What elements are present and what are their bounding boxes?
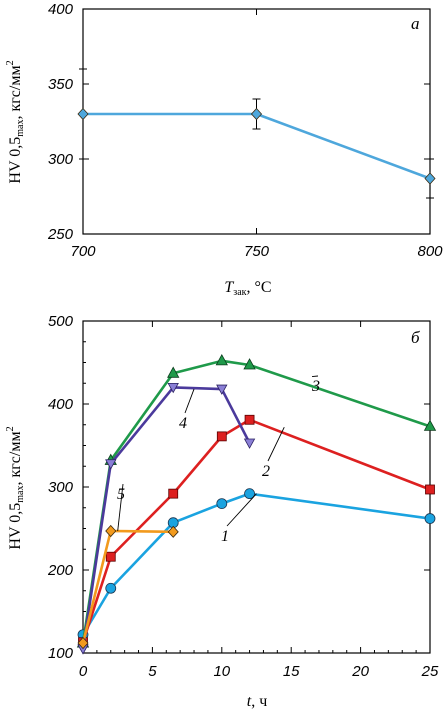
series-line-2: [81, 418, 431, 643]
panel-b-curve-labels: 1 2 3 4 5: [117, 375, 320, 545]
y-tick-label: 400: [48, 396, 74, 413]
x-tick-label: 5: [148, 663, 157, 680]
y-tick-label: 200: [47, 562, 74, 579]
data-point-triangle-up: [243, 358, 256, 370]
data-point-diamond: [77, 107, 89, 121]
x-tick-label: 0: [79, 663, 88, 680]
curve-label-3: 3: [311, 378, 320, 395]
data-point-diamond: [424, 172, 436, 185]
y-tick-label: 500: [48, 313, 74, 330]
panel-a-x-ticks: 700 750 800: [70, 9, 443, 260]
data-point-square: [216, 431, 227, 442]
panel-b-label: б: [411, 328, 420, 347]
data-point-diamond: [250, 107, 263, 121]
data-point-square: [168, 488, 179, 499]
curve-label-leader: [184, 388, 195, 414]
panel-b-plot-frame: [82, 320, 431, 654]
panel-b-x-ticks: 0 5 10 15 20 25: [79, 321, 439, 680]
data-point-diamond: [105, 524, 117, 538]
x-tick-label: 25: [421, 663, 439, 680]
data-point-circle: [424, 513, 436, 524]
curve-label-2: 2: [262, 463, 270, 480]
panel-b-series: [76, 354, 437, 655]
panel-a-chart: 250 300 350 400 700 750 800 а HV 0,5max, кгс/…: [5, 1, 443, 298]
panel-a-label: а: [411, 14, 420, 33]
data-point-triangle-down: [167, 382, 179, 394]
data-point-triangle-up: [167, 366, 180, 378]
data-point-triangle-up: [215, 354, 228, 366]
y-tick-label: 350: [48, 76, 74, 93]
series-line-3: [81, 359, 431, 644]
curve-label-leader: [226, 493, 257, 527]
panel-b-y-axis-label: HV 0,5max, кгс/мм2: [5, 426, 26, 549]
series-line-1: [81, 492, 431, 636]
data-point-circle: [244, 488, 255, 500]
x-tick-label: 20: [351, 663, 369, 680]
panel-b-y-ticks: 100 200 300 400 500: [47, 313, 430, 662]
x-tick-label: 700: [70, 243, 96, 260]
data-point-triangle-up: [423, 419, 437, 431]
curve-label-5: 5: [117, 486, 125, 503]
x-tick-label: 10: [213, 663, 230, 680]
panel-a-x-axis-label: Tзак, °C: [224, 279, 271, 298]
series-line-4: [81, 386, 251, 650]
data-point-triangle-down: [243, 438, 256, 449]
data-point-diamond: [77, 636, 89, 650]
data-point-triangle-down: [105, 459, 117, 470]
x-tick-label: 750: [244, 243, 270, 260]
data-point-square: [425, 484, 435, 495]
panel-a-y-axis-label: HV 0,5max, кгс/мм2: [5, 60, 26, 183]
curve-label-leader: [311, 375, 319, 378]
y-tick-label: 100: [48, 645, 74, 662]
x-tick-label: 800: [417, 243, 443, 260]
x-tick-label: 15: [283, 663, 300, 680]
panel-a-series: [77, 68, 436, 199]
panel-b-chart: 100 200 300 400 500 0 5 10 15 20 25 1 2 3 4 5 б HV 0,…: [5, 313, 439, 710]
panel-a-y-ticks: 250 300 350 400: [47, 1, 430, 243]
curve-label-4: 4: [179, 415, 187, 432]
data-point-square: [105, 551, 116, 562]
data-point-square: [244, 414, 255, 425]
curve-label-1: 1: [221, 528, 229, 545]
data-point-circle: [216, 498, 228, 510]
curve-label-leader: [267, 427, 285, 462]
data-point-diamond: [167, 525, 179, 538]
data-point-triangle-down: [216, 384, 228, 395]
y-tick-label: 300: [48, 479, 74, 496]
curve-label-leader: [117, 483, 124, 532]
data-point-circle: [105, 582, 117, 594]
y-tick-label: 250: [47, 226, 74, 243]
y-tick-label: 400: [48, 1, 74, 18]
y-tick-label: 300: [48, 151, 74, 168]
panel-b-x-axis-label: t, ч: [247, 693, 268, 710]
